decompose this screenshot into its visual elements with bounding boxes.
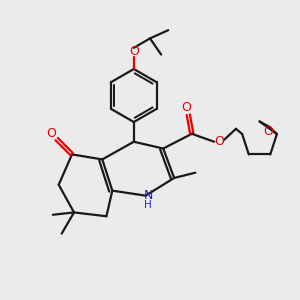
Text: O: O [129,45,139,58]
Text: O: O [263,125,273,138]
Text: H: H [144,200,152,210]
Text: O: O [182,101,191,114]
Text: N: N [143,189,153,202]
Text: O: O [214,135,224,148]
Text: O: O [46,127,56,140]
